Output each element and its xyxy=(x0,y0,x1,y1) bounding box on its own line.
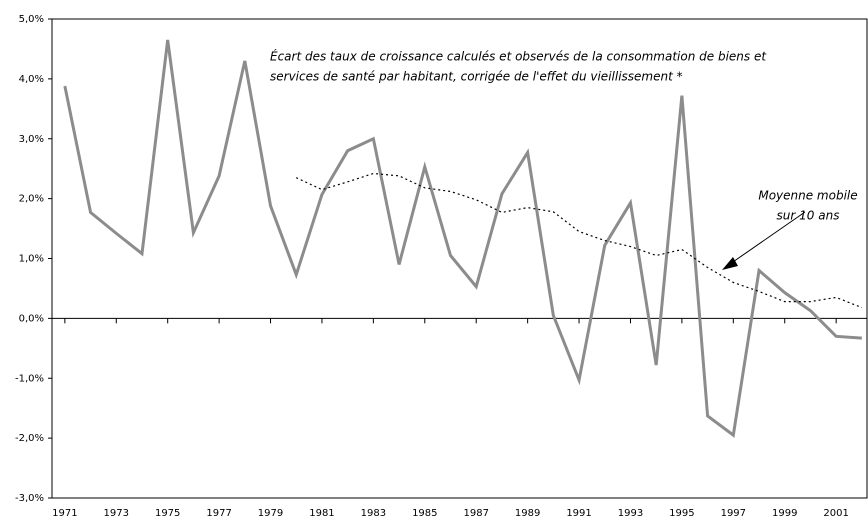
annotation: Moyenne mobile xyxy=(758,189,857,203)
y-tick-label: -3,0% xyxy=(15,493,44,504)
x-tick-label: 1985 xyxy=(412,508,437,519)
x-tick-label: 1975 xyxy=(155,508,180,519)
x-tick-label: 1983 xyxy=(361,508,386,519)
arrow-head xyxy=(722,257,738,270)
x-tick-label: 1977 xyxy=(206,508,231,519)
series-line xyxy=(63,39,862,438)
x-tick-label: 1999 xyxy=(772,508,797,519)
arrow-line xyxy=(729,211,806,265)
annotation: services de santé par habitant, corrigée… xyxy=(270,70,683,84)
x-tick-label: 1997 xyxy=(721,508,746,519)
y-tick-label: 2,0% xyxy=(19,194,44,205)
x-tick-label: 1989 xyxy=(515,508,540,519)
x-tick-label: 2001 xyxy=(823,508,848,519)
y-tick-label: -1,0% xyxy=(15,373,44,384)
x-tick-label: 1981 xyxy=(309,508,334,519)
x-tick-label: 1971 xyxy=(52,508,77,519)
annotation: sur 10 ans xyxy=(777,209,840,223)
x-tick-label: 1973 xyxy=(104,508,129,519)
x-tick-label: 1995 xyxy=(669,508,694,519)
x-tick-label: 1991 xyxy=(566,508,591,519)
x-tick-label: 1979 xyxy=(258,508,283,519)
x-tick-label: 1987 xyxy=(463,508,488,519)
annotation: Écart des taux de croissance calculés et… xyxy=(270,49,767,64)
y-tick-label: -2,0% xyxy=(15,433,44,444)
y-tick-label: 4,0% xyxy=(19,74,44,85)
y-tick-label: 0,0% xyxy=(19,313,44,324)
y-tick-label: 1,0% xyxy=(19,254,44,265)
x-tick-label: 1993 xyxy=(618,508,643,519)
y-tick-label: 5,0% xyxy=(19,14,44,25)
y-tick-label: 3,0% xyxy=(19,134,44,145)
